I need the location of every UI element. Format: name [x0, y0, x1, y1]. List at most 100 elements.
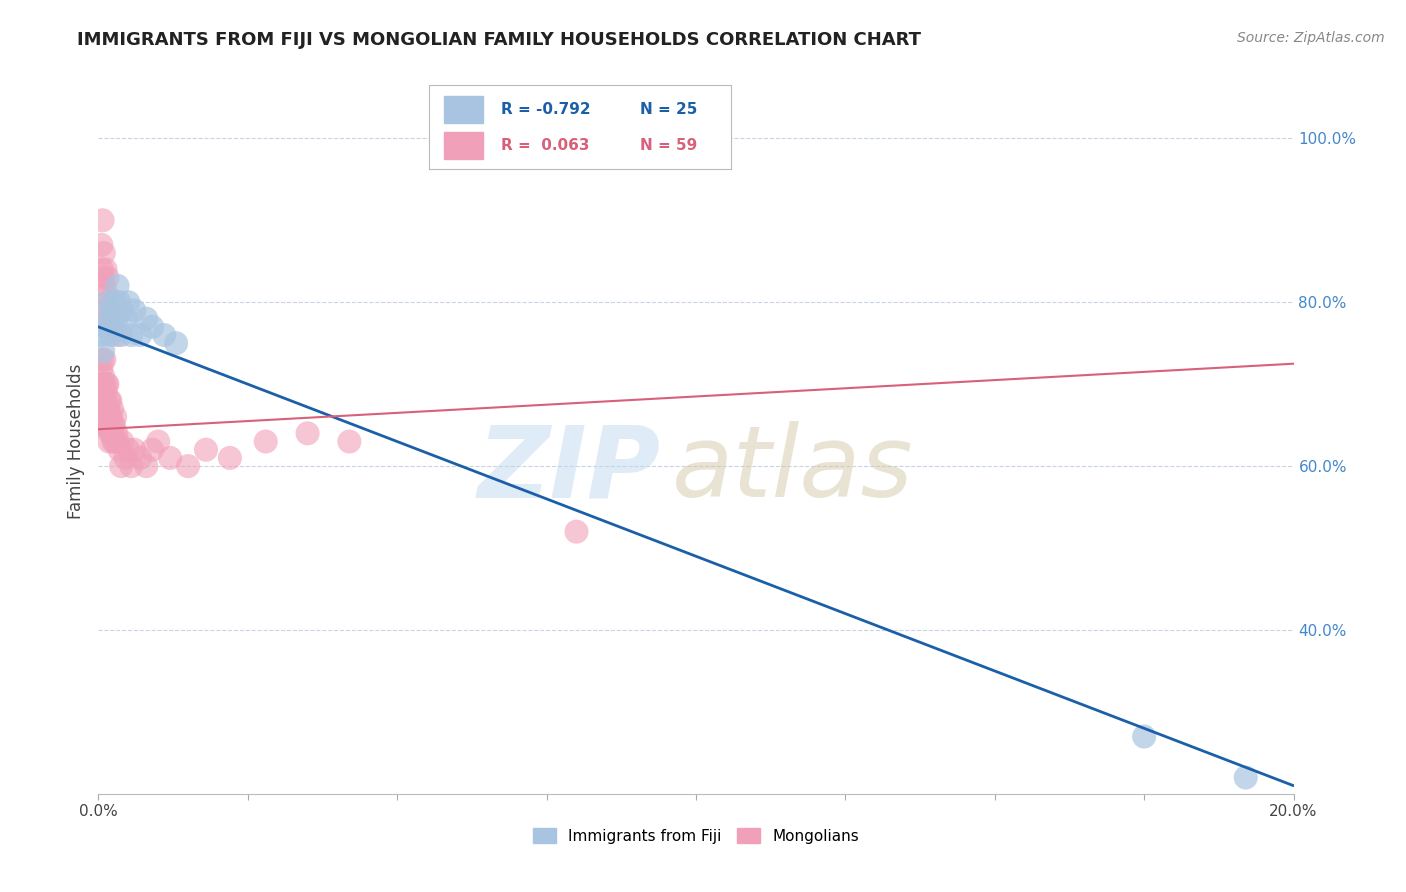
Point — [98, 434, 121, 449]
Point — [105, 426, 128, 441]
Point — [135, 311, 157, 326]
Point — [124, 303, 146, 318]
Point — [108, 295, 131, 310]
Point — [90, 360, 112, 375]
Point — [104, 409, 127, 424]
Point — [103, 434, 125, 449]
Point — [177, 459, 200, 474]
Point — [101, 418, 124, 433]
Point — [120, 459, 142, 474]
Text: atlas: atlas — [672, 421, 914, 518]
Point — [94, 385, 117, 400]
Point — [101, 401, 124, 416]
Point — [96, 287, 118, 301]
Bar — [444, 95, 484, 123]
Point — [94, 401, 117, 416]
Point — [103, 311, 125, 326]
Point — [100, 303, 122, 318]
Point — [565, 524, 588, 539]
Point — [96, 295, 118, 310]
Point — [93, 377, 115, 392]
Point — [195, 442, 218, 457]
Point — [254, 434, 277, 449]
Point — [107, 278, 129, 293]
Point — [97, 418, 120, 433]
Point — [141, 319, 163, 334]
Point — [153, 328, 176, 343]
Point — [339, 434, 361, 449]
Text: Source: ZipAtlas.com: Source: ZipAtlas.com — [1237, 31, 1385, 45]
Point — [91, 344, 114, 359]
Point — [91, 377, 114, 392]
Point — [1133, 730, 1156, 744]
Point — [97, 401, 120, 416]
Text: N = 59: N = 59 — [641, 138, 697, 153]
Point — [93, 352, 115, 367]
Point — [94, 319, 117, 334]
Point — [90, 238, 112, 252]
Point — [90, 377, 112, 392]
Point — [100, 409, 122, 424]
Point — [96, 377, 118, 392]
Point — [93, 409, 115, 424]
Point — [104, 295, 127, 310]
Point — [96, 270, 118, 285]
Point — [98, 311, 121, 326]
Point — [91, 213, 114, 227]
Point — [117, 295, 139, 310]
Point — [111, 434, 134, 449]
Point — [129, 328, 152, 343]
Point — [96, 409, 118, 424]
Point — [89, 418, 111, 433]
Point — [90, 328, 112, 343]
Point — [96, 401, 118, 416]
Point — [124, 442, 146, 457]
Point — [93, 418, 115, 433]
Point — [159, 450, 181, 465]
Point — [165, 336, 187, 351]
Point — [107, 434, 129, 449]
Y-axis label: Family Households: Family Households — [66, 364, 84, 519]
Point — [96, 418, 118, 433]
Point — [91, 369, 114, 384]
Point — [98, 409, 121, 424]
Point — [103, 418, 125, 433]
Point — [98, 426, 122, 441]
Point — [103, 434, 125, 449]
Point — [96, 311, 118, 326]
Point — [297, 426, 319, 441]
Text: N = 25: N = 25 — [641, 102, 697, 117]
Point — [89, 393, 111, 408]
Point — [141, 442, 163, 457]
Point — [98, 328, 122, 343]
Point — [90, 385, 112, 400]
Text: R = -0.792: R = -0.792 — [502, 102, 591, 117]
Point — [114, 450, 136, 465]
Point — [103, 319, 125, 334]
Point — [93, 385, 115, 400]
Point — [93, 278, 115, 293]
Text: IMMIGRANTS FROM FIJI VS MONGOLIAN FAMILY HOUSEHOLDS CORRELATION CHART: IMMIGRANTS FROM FIJI VS MONGOLIAN FAMILY… — [77, 31, 921, 49]
Point — [91, 262, 114, 277]
Point — [98, 295, 122, 310]
Point — [91, 270, 114, 285]
Point — [148, 434, 170, 449]
Point — [129, 450, 152, 465]
Point — [105, 311, 128, 326]
Point — [120, 328, 142, 343]
Point — [96, 377, 118, 392]
Point — [94, 418, 117, 433]
Point — [1234, 771, 1257, 785]
Point — [219, 450, 242, 465]
Point — [108, 442, 131, 457]
Point — [117, 442, 139, 457]
Point — [94, 303, 117, 318]
Point — [98, 393, 121, 408]
Point — [114, 311, 136, 326]
Point — [93, 246, 115, 260]
Point — [100, 426, 122, 441]
Point — [135, 459, 157, 474]
Point — [111, 303, 134, 318]
Text: R =  0.063: R = 0.063 — [502, 138, 591, 153]
Point — [94, 262, 117, 277]
